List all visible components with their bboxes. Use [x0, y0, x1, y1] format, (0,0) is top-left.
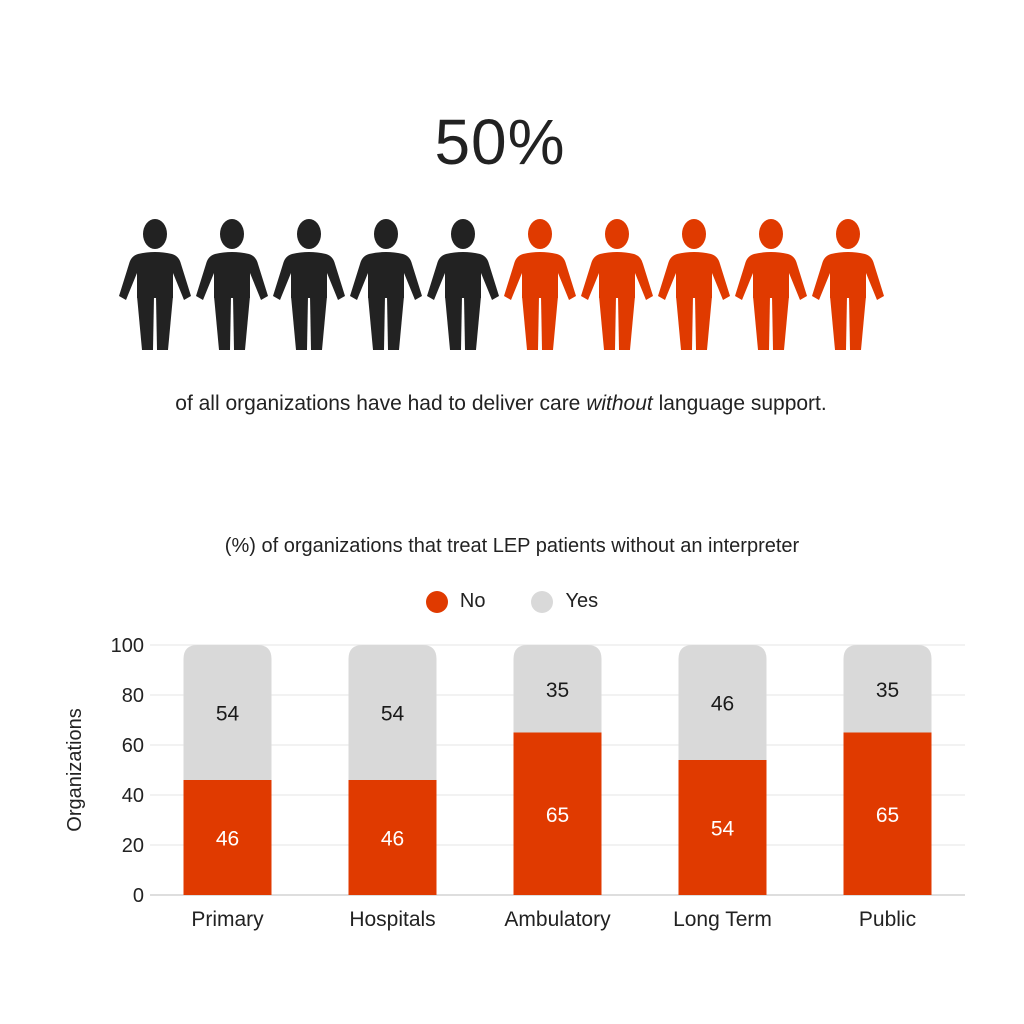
bar-segment-yes[interactable]: [678, 645, 767, 760]
bar-segment-yes[interactable]: [513, 645, 602, 733]
caption-emphasis: without: [586, 392, 653, 415]
y-tick-label: 80: [122, 685, 144, 707]
bar-segment-yes[interactable]: [348, 645, 437, 780]
data-label: 65: [876, 804, 899, 827]
person-icon: [735, 219, 807, 350]
y-tick-label: 0: [133, 885, 144, 907]
chart-title: (%) of organizations that treat LEP pati…: [224, 535, 800, 557]
y-tick-label: 40: [122, 785, 144, 807]
people-pictogram: [118, 218, 888, 353]
bar-segment-no[interactable]: [348, 780, 437, 895]
bar-segment-no[interactable]: [513, 732, 602, 896]
bar-segment-no[interactable]: [183, 780, 272, 895]
person-icon: [196, 219, 268, 350]
person-icon: [504, 219, 576, 350]
legend-item-no[interactable]: No: [425, 590, 486, 613]
person-icon: [427, 219, 499, 350]
data-label: 54: [216, 703, 240, 726]
y-axis-label: Organizations: [64, 708, 86, 831]
legend-item-yes[interactable]: Yes: [531, 590, 598, 613]
bar-segment-no[interactable]: [843, 732, 932, 896]
chart-legend: No Yes: [0, 590, 1024, 613]
data-label: 35: [876, 679, 899, 702]
person-icon: [119, 219, 191, 350]
y-tick-label: 100: [111, 635, 144, 657]
data-label: 54: [711, 818, 735, 841]
caption-before: of all organizations have had to deliver…: [175, 392, 587, 415]
bar-segment-yes[interactable]: [843, 645, 932, 733]
y-tick-label: 20: [122, 835, 144, 857]
data-label: 46: [711, 693, 734, 716]
data-label: 46: [381, 828, 404, 851]
y-tick-label: 60: [122, 735, 144, 757]
person-icon: [350, 219, 422, 350]
legend-label-yes: Yes: [565, 590, 599, 612]
person-icon: [658, 219, 730, 350]
bar-segment-yes[interactable]: [183, 645, 272, 780]
data-label: 65: [546, 804, 569, 827]
headline-caption: of all organizations have had to deliver…: [0, 392, 1002, 416]
x-tick-label: Hospitals: [349, 908, 435, 931]
legend-swatch-yes: [531, 590, 554, 613]
bar-segment-no[interactable]: [678, 760, 767, 895]
data-label: 35: [546, 679, 569, 702]
caption-after: language support.: [652, 392, 827, 415]
x-tick-label: Primary: [191, 908, 264, 931]
person-icon: [581, 219, 653, 350]
data-label: 54: [381, 703, 405, 726]
x-tick-label: Ambulatory: [504, 908, 611, 931]
legend-label-no: No: [459, 590, 486, 612]
person-icon: [273, 219, 345, 350]
legend-swatch-no: [425, 590, 448, 613]
person-icon: [812, 219, 884, 350]
headline-stat: 50%: [434, 106, 566, 178]
data-label: 46: [216, 828, 239, 851]
x-tick-label: Long Term: [673, 908, 772, 931]
x-tick-label: Public: [859, 908, 916, 931]
